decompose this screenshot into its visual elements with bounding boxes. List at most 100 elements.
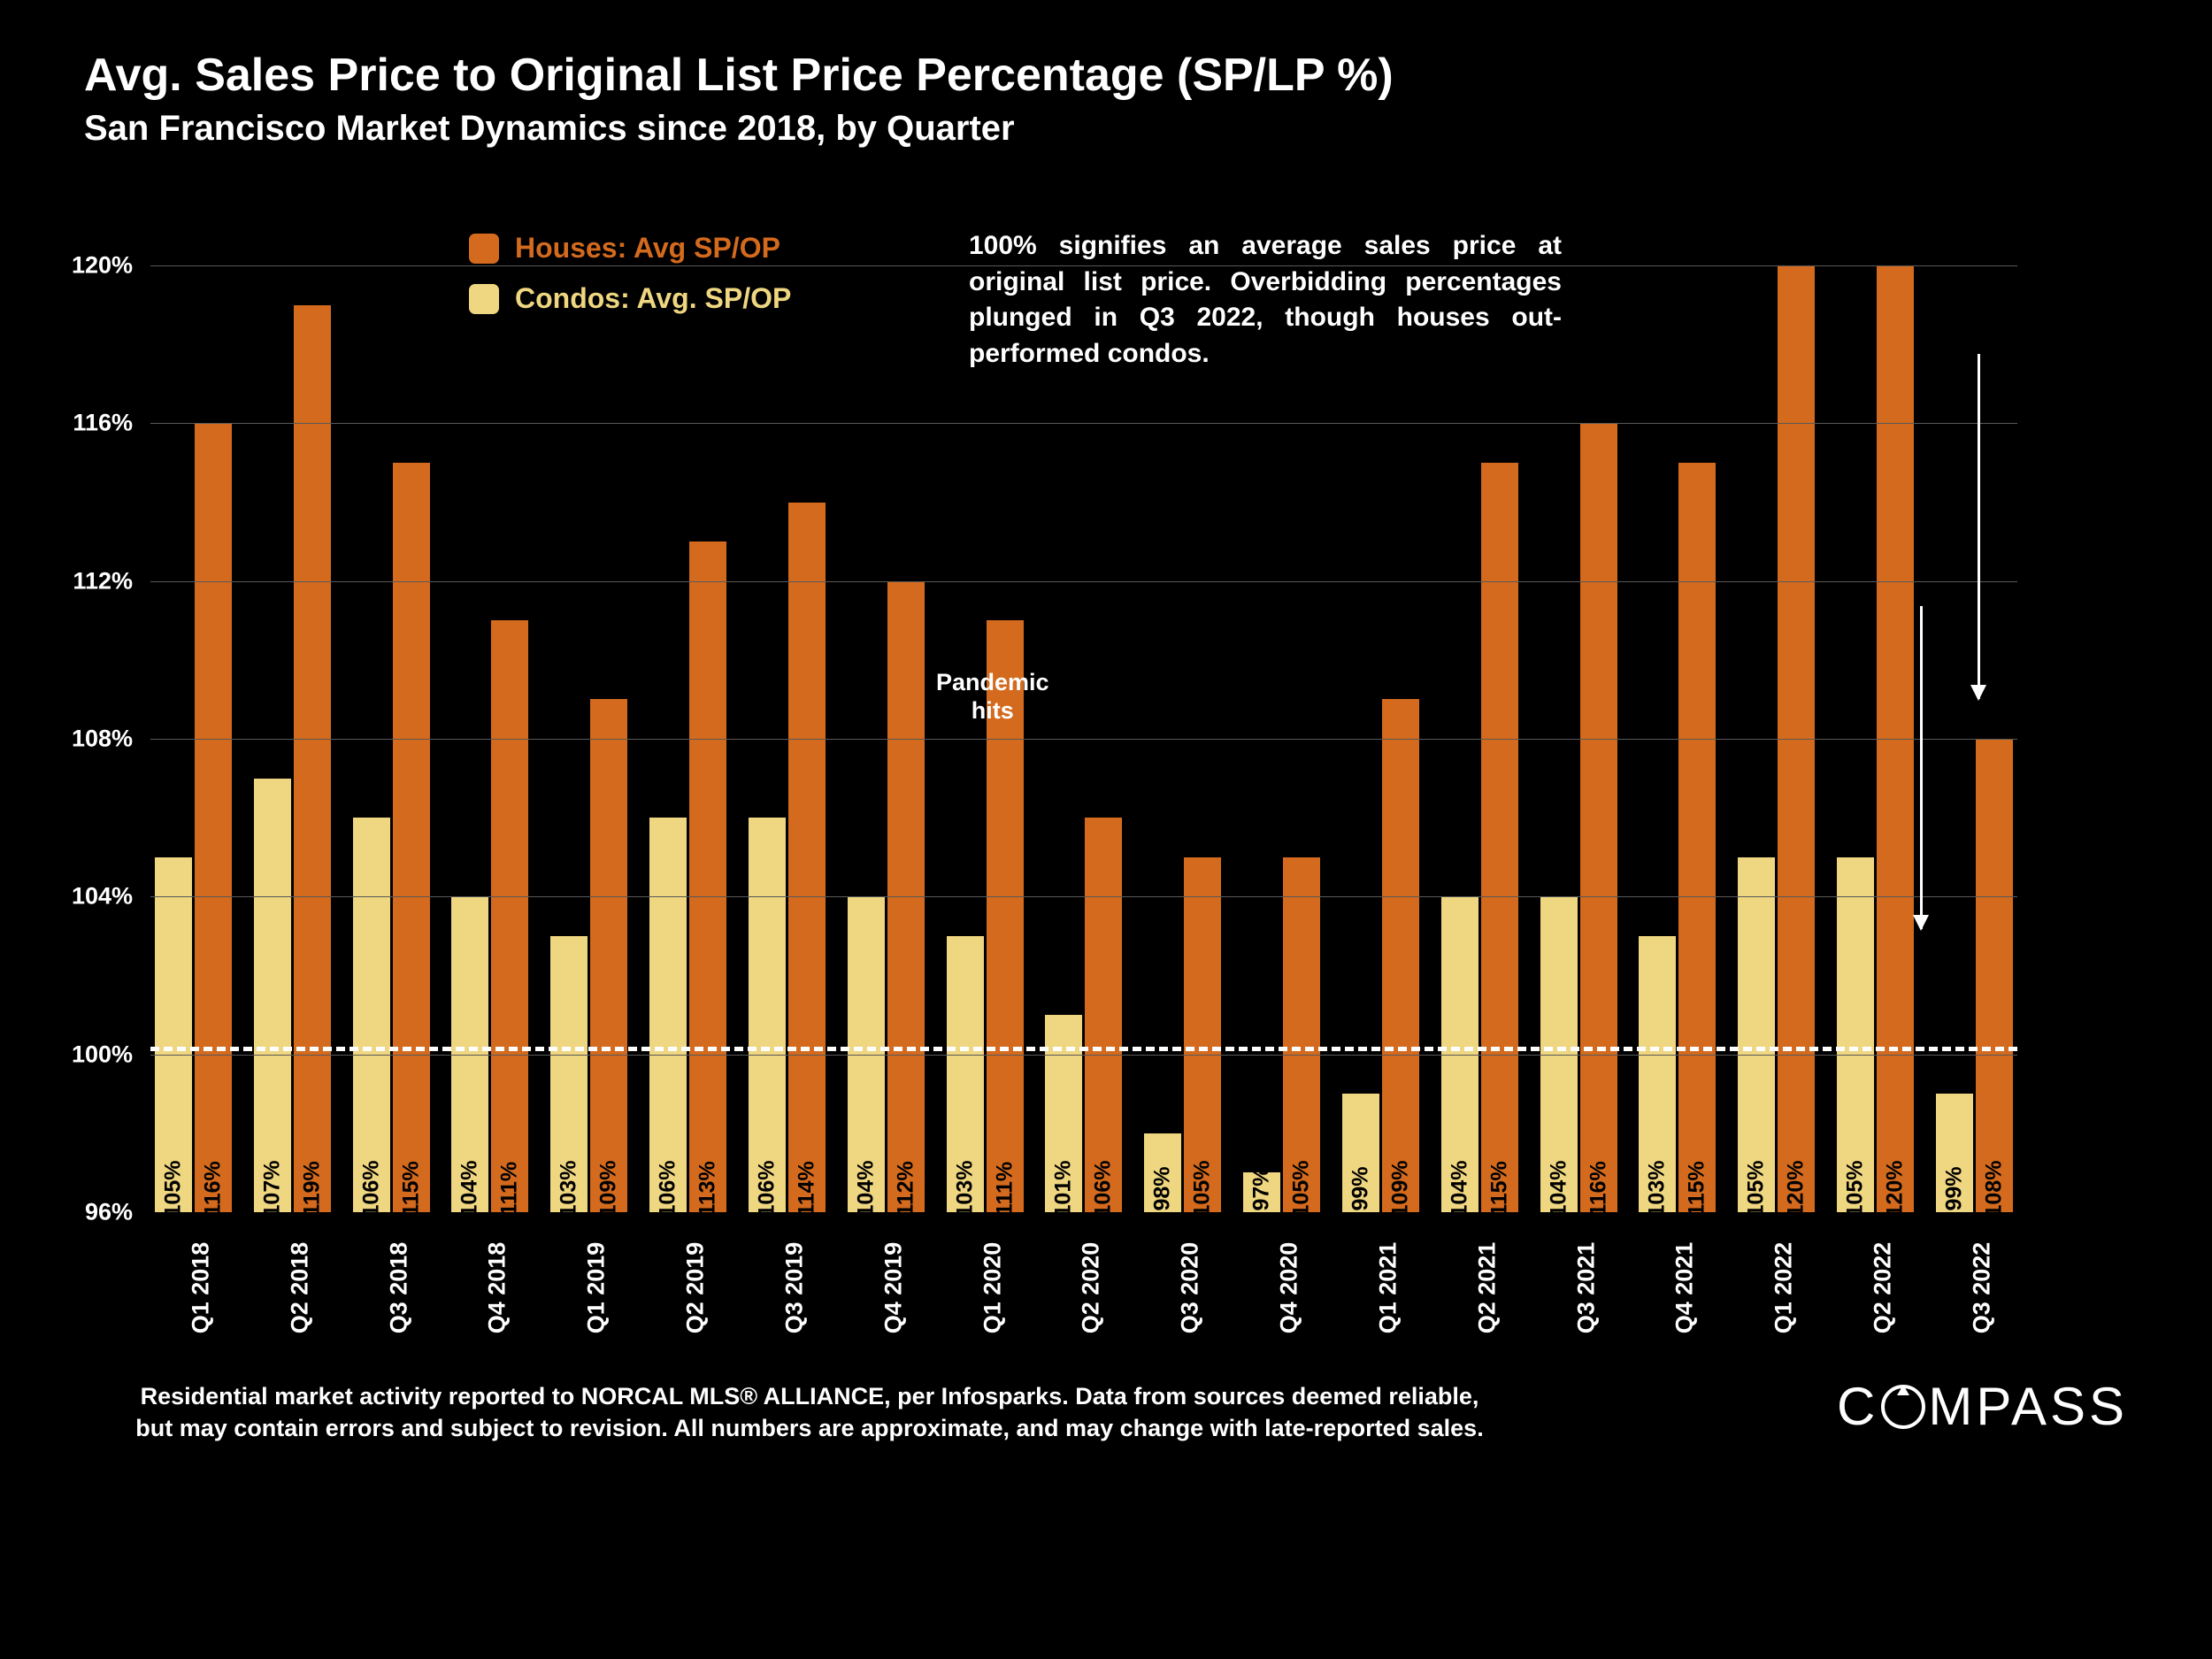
x-label-group: Q1 2021	[1342, 1225, 1419, 1302]
x-label-group: Q4 2020	[1243, 1225, 1320, 1302]
y-axis-label: 100%	[72, 1041, 133, 1068]
x-label-group: Q1 2018	[155, 1225, 232, 1302]
bar-value-label: 116%	[1586, 1161, 1611, 1217]
legend-label-houses: Houses: Avg SP/OP	[515, 232, 780, 265]
bar: 99%	[1342, 1094, 1379, 1212]
bar-group: 104%111%	[451, 620, 528, 1212]
bar-group: 98%105%	[1144, 857, 1221, 1212]
bar-value-label: 104%	[1546, 1161, 1571, 1217]
x-axis-label: Q2 2022	[1869, 1242, 1896, 1334]
bar-value-label: 115%	[1486, 1161, 1512, 1217]
x-axis-label: Q4 2020	[1275, 1242, 1302, 1334]
bar-value-label: 112%	[893, 1161, 918, 1217]
x-label-group: Q2 2020	[1045, 1225, 1122, 1302]
x-label-group: Q3 2020	[1144, 1225, 1221, 1302]
arrow-houses	[1978, 354, 1980, 699]
bar: 107%	[254, 779, 291, 1212]
bar-value-label: 104%	[1447, 1161, 1472, 1217]
bar: 97%	[1243, 1172, 1280, 1212]
bar-value-label: 115%	[398, 1161, 424, 1217]
bar-value-label: 103%	[952, 1161, 978, 1217]
x-label-group: Q1 2019	[550, 1225, 627, 1302]
bar: 109%	[1382, 699, 1419, 1212]
footer-text: Residential market activity reported to …	[119, 1380, 1500, 1445]
bar-group: 97%105%	[1243, 857, 1320, 1212]
bar-value-label: 109%	[596, 1161, 622, 1217]
bar-value-label: 105%	[1744, 1161, 1770, 1217]
bar-group: 101%106%	[1045, 818, 1122, 1212]
gridline	[150, 739, 2017, 740]
logo-o-icon	[1881, 1385, 1925, 1429]
x-axis-label: Q3 2022	[1968, 1242, 1995, 1334]
bar-value-label: 98%	[1150, 1166, 1176, 1210]
bar-group: 99% 109%	[1342, 699, 1419, 1212]
y-axis-label: 104%	[72, 883, 133, 910]
bar: 103%	[550, 936, 588, 1212]
y-axis-label: 120%	[72, 252, 133, 280]
bar: 103%	[1639, 936, 1676, 1212]
x-axis-label: Q3 2019	[780, 1242, 808, 1334]
x-axis-label: Q4 2018	[484, 1242, 511, 1334]
x-label-group: Q2 2019	[649, 1225, 726, 1302]
bar-value-label: 104%	[853, 1161, 879, 1217]
x-axis-label: Q1 2019	[583, 1242, 611, 1334]
reference-line-100	[150, 1047, 2017, 1051]
annotation-line2: hits	[936, 696, 1049, 725]
bar: 101%	[1045, 1015, 1082, 1212]
x-axis-label: Q2 2018	[286, 1242, 313, 1334]
x-label-group: Q1 2020	[947, 1225, 1024, 1302]
x-axis-label: Q4 2021	[1671, 1242, 1699, 1334]
x-label-group: Q2 2018	[254, 1225, 331, 1302]
bar-value-label: 114%	[794, 1161, 819, 1217]
bar-group: 107%119%	[254, 305, 331, 1212]
y-axis-label: 108%	[72, 726, 133, 753]
bar-value-label: 119%	[299, 1161, 325, 1217]
x-axis-label: Q4 2019	[879, 1242, 907, 1334]
bar: 105%	[155, 857, 192, 1212]
legend-item-houses: Houses: Avg SP/OP	[469, 232, 791, 265]
x-label-group: Q4 2019	[848, 1225, 925, 1302]
x-axis-label: Q3 2018	[385, 1242, 412, 1334]
annotation-line1: Pandemic	[936, 668, 1049, 696]
y-axis-label: 112%	[73, 567, 133, 595]
x-axis-labels: Q1 2018Q2 2018Q3 2018Q4 2018Q1 2019Q2 20…	[150, 1225, 2017, 1302]
bar-value-label: 120%	[1883, 1161, 1909, 1217]
bar-value-label: 113%	[695, 1161, 721, 1217]
bar: 109%	[590, 699, 627, 1212]
chart-title: Avg. Sales Price to Original List Price …	[84, 49, 1394, 102]
bar: 114%	[788, 503, 826, 1213]
pandemic-annotation: Pandemic hits	[936, 668, 1049, 726]
x-axis-label: Q3 2021	[1572, 1242, 1600, 1334]
bar: 106%	[353, 818, 390, 1212]
bar-value-label: 105%	[1843, 1161, 1869, 1217]
gridline	[150, 1055, 2017, 1056]
bar: 111%	[491, 620, 528, 1212]
bar-value-label: 103%	[1645, 1161, 1671, 1217]
bar: 115%	[1481, 463, 1518, 1212]
bar-value-label: 106%	[358, 1161, 384, 1217]
bar: 98%	[1144, 1133, 1181, 1212]
bar-value-label: 99%	[1348, 1166, 1373, 1210]
x-axis-label: Q1 2018	[187, 1242, 214, 1334]
bar-value-label: 120%	[1784, 1161, 1809, 1217]
gridline	[150, 896, 2017, 897]
arrow-condos	[1920, 606, 1923, 929]
x-label-group: Q4 2018	[451, 1225, 528, 1302]
bar-value-label: 111%	[497, 1162, 523, 1216]
bar-value-label: 106%	[1091, 1161, 1117, 1217]
bar: 106%	[649, 818, 687, 1212]
bar-value-label: 103%	[557, 1161, 582, 1217]
x-axis-label: Q1 2020	[979, 1242, 1006, 1334]
bar-value-label: 106%	[754, 1161, 780, 1217]
bar-group: 104%115%	[1441, 463, 1518, 1212]
gridline	[150, 581, 2017, 582]
title-block: Avg. Sales Price to Original List Price …	[84, 49, 1394, 149]
gridline	[150, 265, 2017, 266]
x-axis-label: Q1 2021	[1374, 1242, 1402, 1334]
bar-value-label: 106%	[656, 1161, 681, 1217]
bar: 105%	[1837, 857, 1874, 1212]
bar: 106%	[1085, 818, 1122, 1212]
x-axis-label: Q2 2020	[1078, 1242, 1105, 1334]
gridline	[150, 423, 2017, 424]
bar-value-label: 108%	[1981, 1161, 2007, 1217]
